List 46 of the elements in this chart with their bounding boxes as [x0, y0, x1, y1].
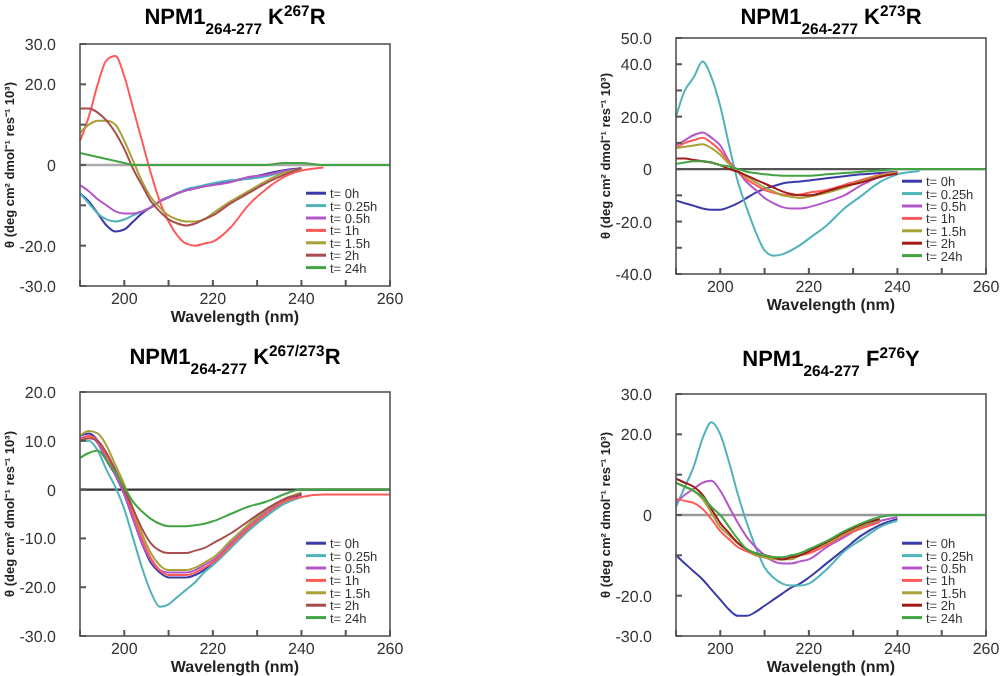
x-tick-label: 240 — [884, 278, 912, 296]
x-tick-label: 220 — [795, 278, 824, 296]
chart-title: NPM1$_{264-277}$ K$^{267}$R — [144, 1, 326, 37]
x-tick-label: 260 — [376, 290, 405, 308]
x-axis-title: Wavelength (nm) — [170, 658, 300, 676]
x-tick-label: 240 — [288, 640, 316, 658]
y-tick-label: 40.0 — [620, 56, 654, 75]
x-axis-title: Wavelength (nm) — [766, 296, 896, 314]
y-tick-label: -30.0 — [19, 628, 58, 646]
chart-title: NPM1$_{264-277}$ F$^{276}$Y — [742, 343, 922, 379]
x-tick-label: 240 — [884, 640, 912, 658]
y-tick-label: 10.0 — [24, 432, 58, 451]
x-tick-label: 260 — [376, 640, 405, 658]
y-tick-label: 20.0 — [24, 76, 58, 95]
y-tick-label: -20.0 — [615, 587, 654, 606]
x-tick-label: 260 — [972, 278, 1000, 296]
chart-title: NPM1$_{264-277}$ K$^{267/273}$R — [129, 341, 341, 377]
y-tick-label: 20.0 — [24, 384, 58, 402]
y-tick-label: -20.0 — [615, 213, 654, 232]
y-tick-label: -30.0 — [19, 278, 58, 296]
x-tick-label: 260 — [972, 640, 1000, 658]
y-tick-label: 20.0 — [620, 108, 654, 127]
y-tick-label: -30.0 — [615, 628, 654, 646]
y-tick-label: 30.0 — [620, 386, 654, 404]
y-tick-label: 0 — [47, 157, 58, 175]
x-axis-title: Wavelength (nm) — [766, 658, 896, 676]
x-tick-label: 200 — [706, 278, 735, 296]
x-tick-label: 220 — [795, 640, 824, 658]
x-tick-label: 200 — [110, 290, 139, 308]
y-tick-label: 0 — [643, 507, 654, 525]
x-tick-label: 200 — [706, 640, 735, 658]
x-tick-label: 220 — [199, 640, 228, 658]
y-tick-label: -20.0 — [19, 237, 58, 256]
chart-title: NPM1$_{264-277}$ K$^{273}$R — [740, 1, 922, 37]
y-tick-label: 0 — [47, 481, 58, 500]
x-axis-title: Wavelength (nm) — [170, 308, 300, 326]
y-tick-label: 30.0 — [24, 36, 58, 54]
y-tick-label: -10.0 — [19, 530, 58, 549]
y-tick-label: -20.0 — [19, 579, 58, 598]
x-tick-label: 220 — [199, 290, 228, 308]
y-tick-label: -40.0 — [615, 266, 654, 284]
x-tick-label: 200 — [110, 640, 139, 658]
x-tick-label: 240 — [288, 290, 316, 308]
y-tick-label: 20.0 — [620, 426, 654, 445]
y-tick-label: 50.0 — [620, 30, 654, 48]
y-tick-label: 0 — [643, 161, 654, 180]
